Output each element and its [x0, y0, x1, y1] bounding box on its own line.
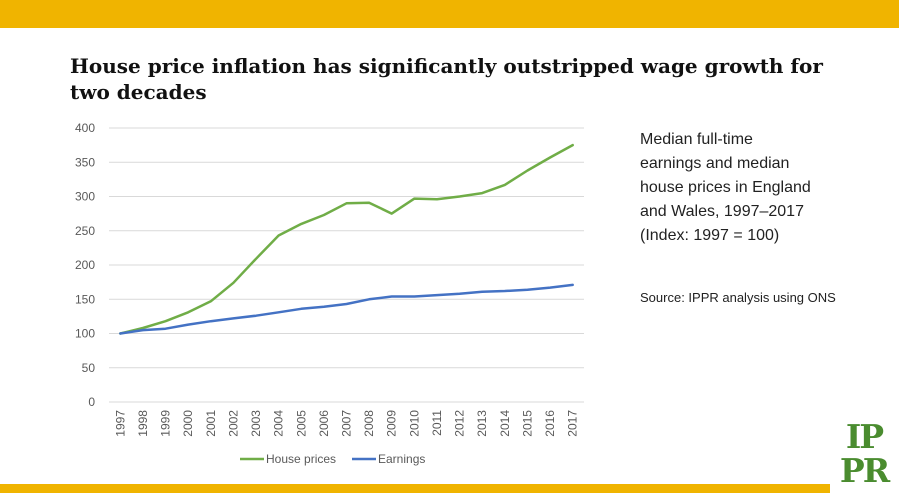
y-tick-label: 0	[88, 395, 95, 409]
x-tick-label: 2017	[566, 410, 580, 437]
y-tick-label: 50	[82, 361, 96, 375]
legend: House prices Earnings	[240, 452, 425, 466]
x-tick-label: 2016	[543, 410, 557, 437]
source-note: Source: IPPR analysis using ONS	[640, 290, 836, 305]
x-tick-label: 1997	[113, 410, 127, 437]
x-tick-label: 2011	[430, 410, 444, 436]
chart-title: House price inflation has significantly …	[70, 54, 823, 104]
bottom-accent-bar	[0, 484, 830, 493]
legend-label: Earnings	[378, 452, 425, 466]
x-tick-label: 2008	[362, 410, 376, 437]
x-tick-label: 2007	[340, 410, 354, 437]
y-axis-ticks: 0 50 100 150 200 250 300 350 400	[75, 121, 95, 409]
x-tick-label: 2005	[294, 410, 308, 437]
y-tick-label: 400	[75, 121, 95, 135]
x-tick-label: 1999	[159, 410, 173, 437]
series-line-house-prices	[119, 143, 574, 335]
x-tick-label: 2001	[204, 410, 218, 437]
logo-line-2: PR	[839, 451, 890, 490]
x-tick-label: 2004	[272, 410, 286, 437]
y-tick-label: 300	[75, 190, 95, 204]
y-tick-label: 150	[75, 292, 95, 306]
series-lines	[119, 143, 574, 335]
x-tick-label: 2002	[226, 410, 240, 437]
y-tick-label: 350	[75, 155, 95, 169]
y-tick-label: 100	[75, 327, 95, 341]
y-tick-label: 250	[75, 224, 95, 238]
y-tick-label: 200	[75, 258, 95, 272]
top-accent-bar	[0, 0, 899, 28]
legend-label: House prices	[266, 452, 336, 466]
x-tick-label: 2009	[385, 410, 399, 437]
x-tick-label: 2014	[498, 410, 512, 437]
x-tick-label: 2000	[181, 410, 195, 437]
x-tick-label: 2003	[249, 410, 263, 437]
x-tick-label: 2013	[475, 410, 489, 437]
ippr-logo: IP PR	[836, 420, 892, 488]
x-axis-ticks: 1997 1998 1999 2000 2001 2002 2003 2004 2005 2006…	[113, 410, 579, 437]
x-tick-label: 2012	[453, 410, 467, 437]
x-tick-label: 2015	[520, 410, 534, 437]
logo-line-1: IP	[845, 417, 884, 456]
chart-description: Median full-time earnings and median hou…	[640, 131, 811, 244]
x-tick-label: 2006	[317, 410, 331, 437]
gridlines	[109, 127, 584, 403]
x-tick-label: 2010	[407, 410, 421, 437]
x-tick-label: 1998	[136, 410, 150, 437]
series-line-earnings	[119, 283, 574, 335]
